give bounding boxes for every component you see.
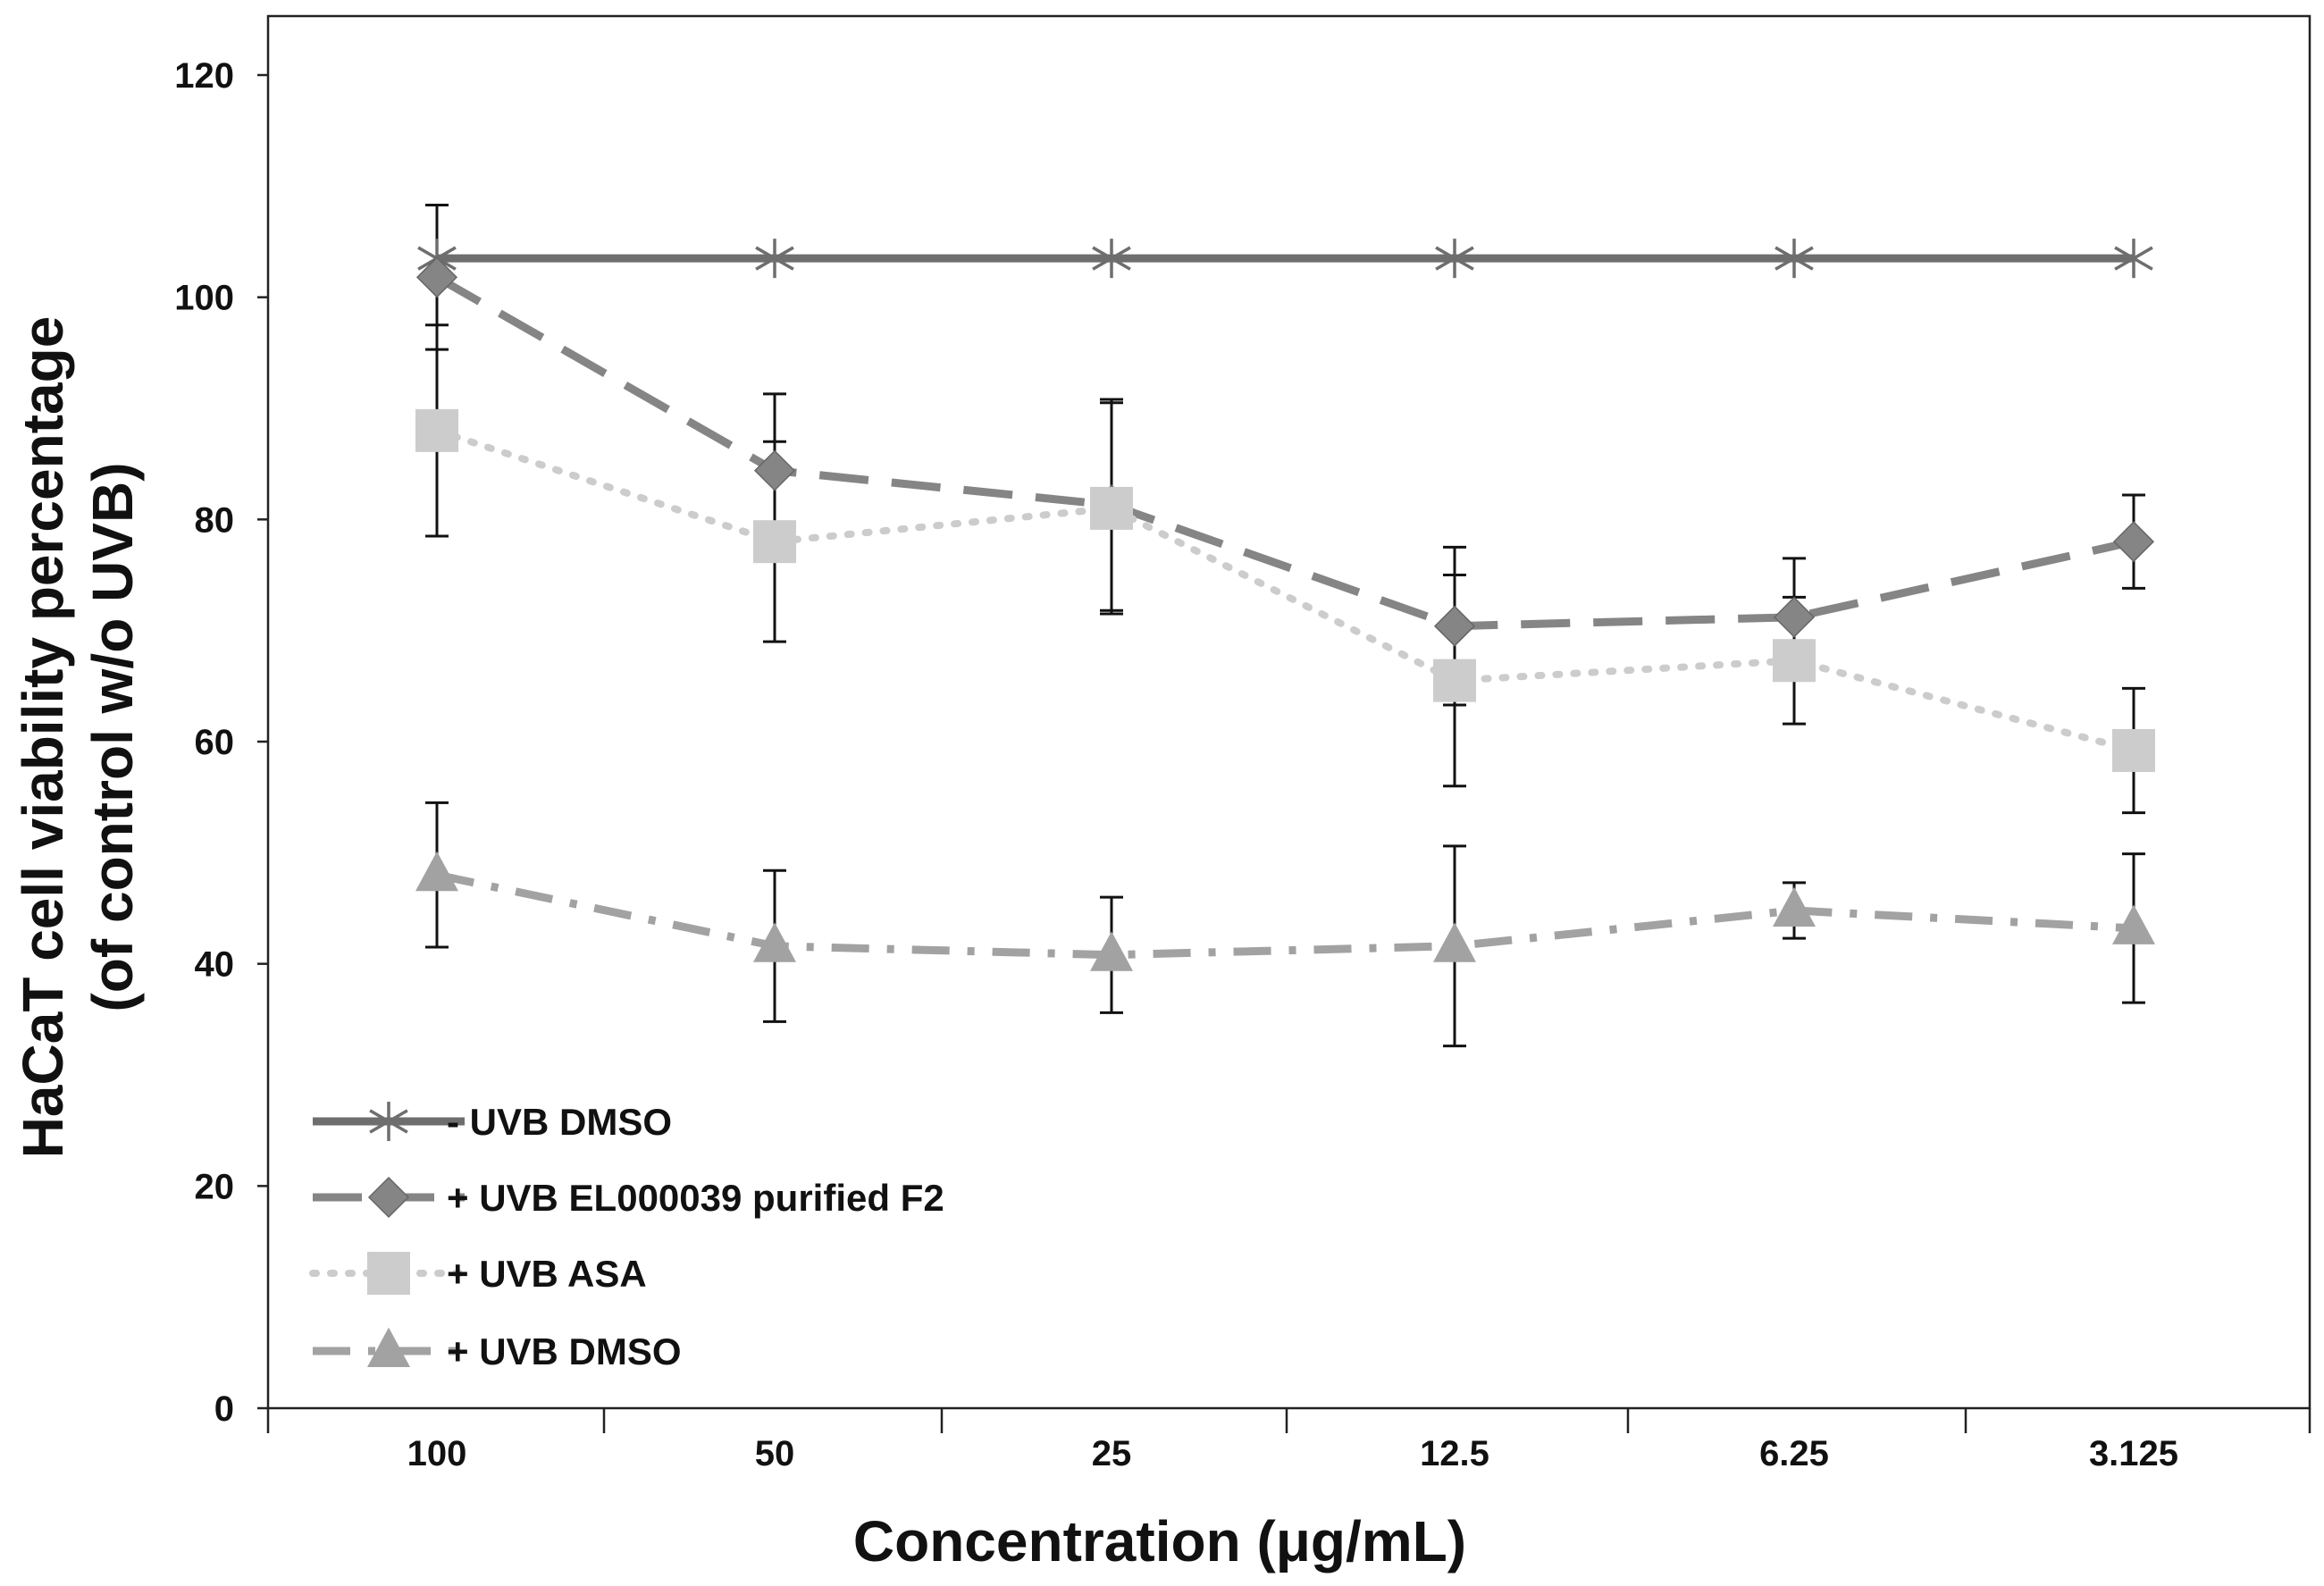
point-uvb-dmso-2 xyxy=(1092,239,1131,279)
point-uvb-asa-0 xyxy=(415,408,458,452)
point-uvb-asa-1 xyxy=(753,520,796,564)
y-tick-label-40: 40 xyxy=(195,945,235,985)
y-tick-label-0: 0 xyxy=(214,1389,234,1429)
legend-marker-uvb-dmso-stroke-2 xyxy=(369,1109,408,1134)
y-tick-label-100: 100 xyxy=(174,279,234,318)
series-line-uvb-asa xyxy=(433,426,2137,754)
x-tick-label-25: 25 xyxy=(1092,1434,1132,1473)
x-tick-label-12-5: 12.5 xyxy=(1420,1434,1489,1473)
point-uvb-dmso-2-stroke-2 xyxy=(1092,246,1131,271)
y-axis: 0 20 40 60 80 100 120 xyxy=(174,56,268,1429)
point-uvb-dmso-3-stroke-2 xyxy=(1435,246,1474,271)
point-uvb-dmso-1-stroke-2 xyxy=(755,246,794,271)
y-tick-label-20: 20 xyxy=(195,1167,235,1206)
y-axis-title-line2: (of control w/o UVB) xyxy=(80,462,145,1011)
x-axis: 100 50 25 12.5 6.25 3.125 xyxy=(266,1408,2311,1473)
point-uvb-dmso-5 xyxy=(2114,239,2153,279)
series-line-uvb-el000039-purified-f2 xyxy=(434,273,2135,631)
point-uvb-asa-5 xyxy=(2112,728,2155,772)
legend-label-uvb-el000039-purified-f2: + UVB EL000039 purified F2 xyxy=(447,1177,944,1219)
series-line-uvb-dmso xyxy=(436,870,2135,960)
point-uvb-dmso-1 xyxy=(753,922,796,962)
y-axis-title: HaCaT cell viability percentage (of cont… xyxy=(11,316,145,1159)
point-uvb-dmso-4-stroke-2 xyxy=(1774,246,1814,271)
plot-border xyxy=(266,14,2311,1410)
series-uvb-asa xyxy=(415,408,2155,772)
legend-marker-uvb-dmso xyxy=(367,1327,410,1367)
legend-marker-uvb-el000039-purified-f2 xyxy=(367,1176,410,1219)
plot-frame xyxy=(266,14,2311,1410)
series-uvb-dmso xyxy=(417,239,2153,279)
legend-marker-uvb-dmso xyxy=(369,1102,408,1141)
legend-label-uvb-dmso: - UVB DMSO xyxy=(447,1101,672,1143)
point-uvb-el000039-purified-f2-4 xyxy=(1773,596,1816,638)
y-tick-label-120: 120 xyxy=(174,56,234,96)
legend-item-uvb-dmso: + UVB DMSO xyxy=(313,1327,682,1372)
y-tick-label-80: 80 xyxy=(195,500,235,540)
x-tick-label-50: 50 xyxy=(755,1434,795,1473)
series-layer xyxy=(415,203,2155,1048)
point-uvb-dmso-5 xyxy=(2112,904,2155,944)
legend-item-uvb-dmso: - UVB DMSO xyxy=(313,1101,672,1143)
point-uvb-dmso-1 xyxy=(755,239,794,279)
point-uvb-dmso-3 xyxy=(1435,239,1474,279)
legend-item-uvb-asa: + UVB ASA xyxy=(309,1252,647,1295)
point-uvb-dmso-4 xyxy=(1774,239,1814,279)
point-uvb-dmso-5-stroke-2 xyxy=(2114,246,2153,271)
point-uvb-dmso-3 xyxy=(1433,922,1476,962)
legend-marker-uvb-asa xyxy=(367,1252,410,1295)
legend-label-uvb-asa: + UVB ASA xyxy=(447,1253,647,1295)
series-uvb-el000039-purified-f2 xyxy=(415,256,2155,647)
point-uvb-asa-2 xyxy=(1090,486,1133,530)
point-uvb-dmso-0 xyxy=(415,851,458,892)
point-uvb-dmso-2 xyxy=(1090,931,1133,971)
x-tick-label-6-25: 6.25 xyxy=(1759,1434,1829,1473)
legend: - UVB DMSO + UVB EL000039 purified F2 + UV… xyxy=(309,1101,944,1372)
point-uvb-asa-4 xyxy=(1773,639,1816,683)
y-tick-label-60: 60 xyxy=(195,723,235,762)
point-uvb-el000039-purified-f2-5 xyxy=(2112,521,2155,563)
point-uvb-el000039-purified-f2-1 xyxy=(753,449,796,491)
point-uvb-asa-3 xyxy=(1433,659,1476,702)
point-uvb-el000039-purified-f2-0 xyxy=(415,256,458,298)
x-tick-label-100: 100 xyxy=(407,1434,467,1473)
point-uvb-dmso-4 xyxy=(1773,886,1816,927)
series-uvb-dmso xyxy=(415,851,2155,971)
x-tick-label-3-125: 3.125 xyxy=(2089,1434,2178,1473)
legend-item-uvb-el000039-purified-f2: + UVB EL000039 purified F2 xyxy=(313,1176,944,1219)
legend-label-uvb-dmso: + UVB DMSO xyxy=(447,1330,682,1372)
y-axis-title-line1: HaCaT cell viability percentage xyxy=(11,316,75,1159)
point-uvb-el000039-purified-f2-3 xyxy=(1433,605,1476,647)
x-axis-title: Concentration (μg/mL) xyxy=(853,1509,1466,1573)
